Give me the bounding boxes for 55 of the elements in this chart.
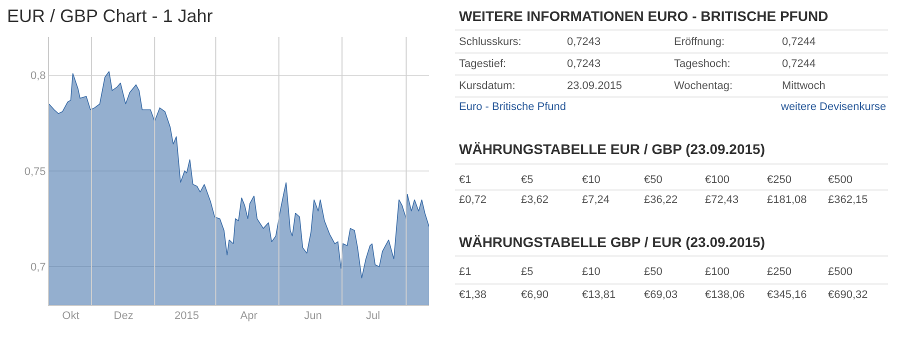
text: WÄHRUNGSTABELLE GBP / EUR (23.09.2015): [459, 234, 765, 250]
text: Eröffnung:: [674, 36, 725, 48]
text: Schlusskurs:: [459, 36, 522, 48]
chart-title: EUR / GBP Chart - 1 Jahr: [7, 6, 213, 26]
text: €50: [644, 174, 662, 186]
text: £362,15: [828, 194, 868, 206]
text: Kursdatum:: [459, 80, 516, 92]
text: €345,16: [767, 289, 807, 301]
y-tick-label: 0,7: [30, 262, 46, 274]
text: £5: [521, 266, 534, 278]
y-tick-label: 0,75: [24, 166, 46, 178]
text: Mittwoch: [782, 80, 826, 92]
text: €1: [459, 174, 472, 186]
text: £500: [828, 266, 852, 278]
x-tick-label: 2015: [174, 310, 199, 322]
text: 0,7244: [782, 36, 816, 48]
text: €500: [828, 174, 852, 186]
text: WEITERE INFORMATIONEN EURO - BRITISCHE PFUND: [459, 8, 828, 24]
text: 0,7243: [567, 58, 601, 70]
text: €13,81: [582, 289, 616, 301]
text: £72,43: [705, 194, 739, 206]
text: £36,22: [644, 194, 678, 206]
text: £1: [459, 266, 472, 278]
text: €100: [705, 174, 730, 186]
x-tick-label: Jun: [304, 310, 322, 322]
text: £250: [767, 266, 792, 278]
text: €1,38: [459, 289, 487, 301]
text: £10: [582, 266, 600, 278]
text: £181,08: [767, 194, 807, 206]
text: £7,24: [582, 194, 610, 206]
text: £50: [644, 266, 662, 278]
x-tick-label: Okt: [62, 310, 80, 322]
x-tick-label: Jul: [366, 310, 380, 322]
text: €6,90: [521, 289, 549, 301]
text: 0,7244: [782, 58, 816, 70]
text: 0,7243: [567, 36, 601, 48]
x-tick-label: Dez: [114, 310, 134, 322]
text: £0,72: [459, 194, 487, 206]
text: Euro - Britische Pfund: [459, 101, 566, 113]
text: £3,62: [521, 194, 549, 206]
text: weitere Devisenkurse: [780, 101, 886, 113]
text: €250: [767, 174, 792, 186]
y-tick-label: 0,8: [30, 70, 46, 82]
text: Tagestief:: [459, 58, 506, 70]
x-tick-label: Apr: [240, 310, 258, 322]
text: Wochentag:: [674, 80, 733, 92]
text: €69,03: [644, 289, 678, 301]
text: €690,32: [828, 289, 868, 301]
text: £100: [705, 266, 730, 278]
text: WÄHRUNGSTABELLE EUR / GBP (23.09.2015): [459, 141, 765, 157]
text: 23.09.2015: [567, 80, 622, 92]
text: Tageshoch:: [674, 58, 730, 70]
text: €10: [582, 174, 600, 186]
text: €138,06: [705, 289, 745, 301]
text: €5: [521, 174, 534, 186]
